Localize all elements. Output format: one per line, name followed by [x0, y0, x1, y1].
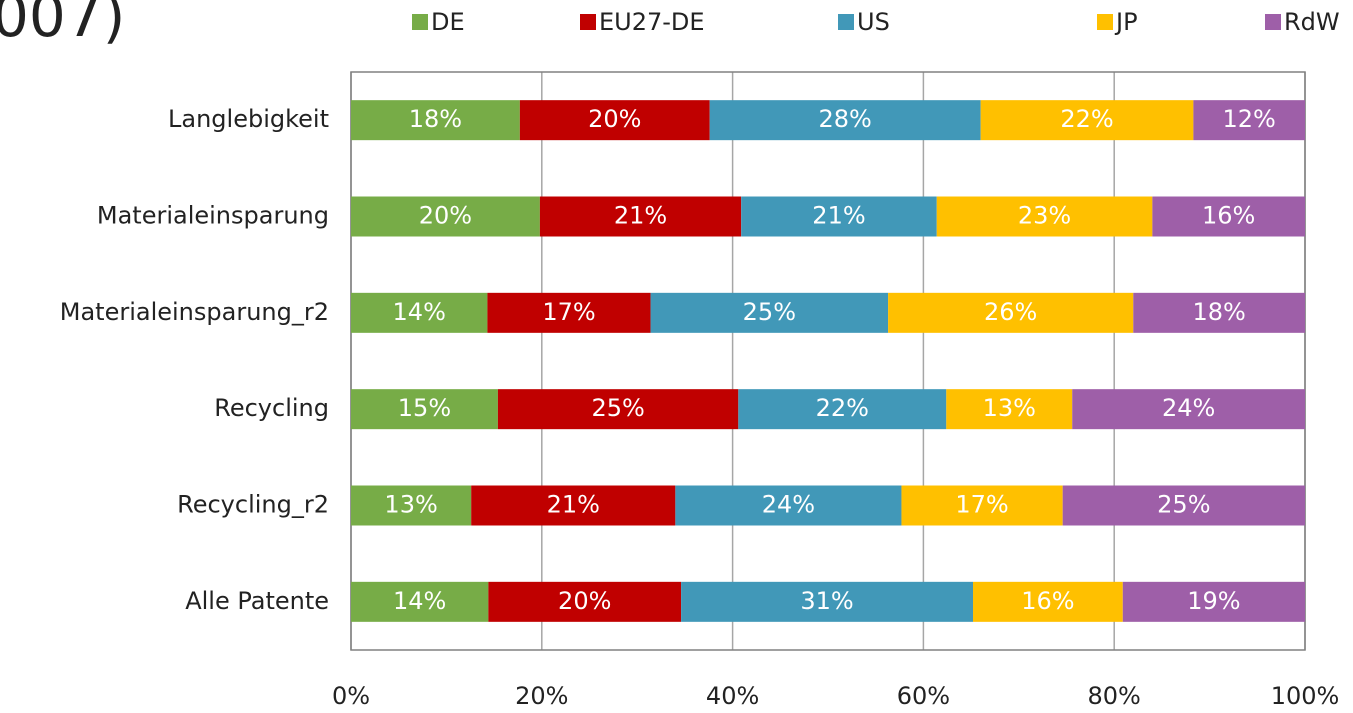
chart-title: 007) — [0, 0, 125, 50]
data-label: 18% — [1192, 298, 1245, 326]
legend-label: US — [857, 8, 890, 36]
legend-swatch — [1265, 14, 1281, 30]
x-tick-label: 0% — [332, 682, 370, 710]
data-label: 28% — [819, 105, 872, 133]
bar — [681, 581, 974, 622]
x-tick-label: 100% — [1271, 682, 1340, 710]
data-label: 31% — [800, 587, 853, 615]
data-label: 18% — [409, 105, 462, 133]
bar — [351, 292, 488, 333]
data-label: 22% — [816, 394, 869, 422]
bar — [936, 196, 1153, 237]
bar — [675, 485, 902, 526]
bar — [1062, 485, 1305, 526]
legend-label: EU27-DE — [599, 8, 705, 36]
plot-border — [350, 71, 1306, 651]
x-tick-label: 20% — [515, 682, 568, 710]
data-label: 14% — [393, 587, 446, 615]
bar — [351, 100, 520, 141]
bar — [888, 292, 1134, 333]
data-label: 23% — [1018, 202, 1071, 230]
x-tick-label: 60% — [897, 682, 950, 710]
bar — [351, 485, 472, 526]
bar — [901, 485, 1063, 526]
legend-swatch — [580, 14, 596, 30]
data-label: 25% — [591, 394, 644, 422]
data-label: 21% — [547, 491, 600, 519]
bar — [351, 581, 489, 622]
data-label: 13% — [384, 491, 437, 519]
data-label: 15% — [398, 394, 451, 422]
y-tick-label: Alle Patente — [185, 587, 329, 615]
data-label: 22% — [1060, 105, 1113, 133]
bar — [1193, 100, 1305, 141]
y-tick-label: Materialeinsparung_r2 — [60, 298, 329, 326]
data-label: 21% — [614, 202, 667, 230]
data-label: 25% — [743, 298, 796, 326]
bar — [741, 196, 937, 237]
legend-swatch — [838, 14, 854, 30]
data-label: 17% — [955, 491, 1008, 519]
bar — [351, 389, 498, 430]
bar — [650, 292, 889, 333]
legend-label: RdW — [1284, 8, 1340, 36]
data-label: 21% — [812, 202, 865, 230]
bar — [980, 100, 1194, 141]
data-label: 25% — [1157, 491, 1210, 519]
legend-swatch — [412, 14, 428, 30]
data-label: 14% — [393, 298, 446, 326]
bar — [738, 389, 947, 430]
data-label: 20% — [588, 105, 641, 133]
legend-label: DE — [431, 8, 465, 36]
bar — [1072, 389, 1305, 430]
bar — [497, 389, 739, 430]
data-label: 16% — [1021, 587, 1074, 615]
data-label: 13% — [983, 394, 1036, 422]
data-label: 17% — [542, 298, 595, 326]
bar — [709, 100, 981, 141]
x-tick-label: 40% — [706, 682, 759, 710]
y-tick-label: Materialeinsparung — [97, 202, 329, 230]
bar — [539, 196, 742, 237]
bar — [488, 581, 682, 622]
bar — [471, 485, 676, 526]
x-tick-label: 80% — [1088, 682, 1141, 710]
y-tick-label: Langlebigkeit — [168, 105, 329, 133]
bar — [519, 100, 710, 141]
bar — [1122, 581, 1305, 622]
data-label: 12% — [1223, 105, 1276, 133]
legend-swatch — [1097, 14, 1113, 30]
bar — [946, 389, 1073, 430]
bar — [1133, 292, 1305, 333]
data-label: 20% — [419, 202, 472, 230]
bar — [487, 292, 651, 333]
data-label: 24% — [762, 491, 815, 519]
bar — [1152, 196, 1305, 237]
data-label: 24% — [1162, 394, 1215, 422]
y-tick-label: Recycling_r2 — [177, 491, 329, 519]
data-label: 16% — [1202, 202, 1255, 230]
legend-label: JP — [1114, 8, 1138, 36]
data-label: 19% — [1187, 587, 1240, 615]
bar — [973, 581, 1123, 622]
y-tick-label: Recycling — [214, 394, 329, 422]
data-label: 26% — [984, 298, 1037, 326]
data-label: 20% — [558, 587, 611, 615]
bar — [351, 196, 540, 237]
